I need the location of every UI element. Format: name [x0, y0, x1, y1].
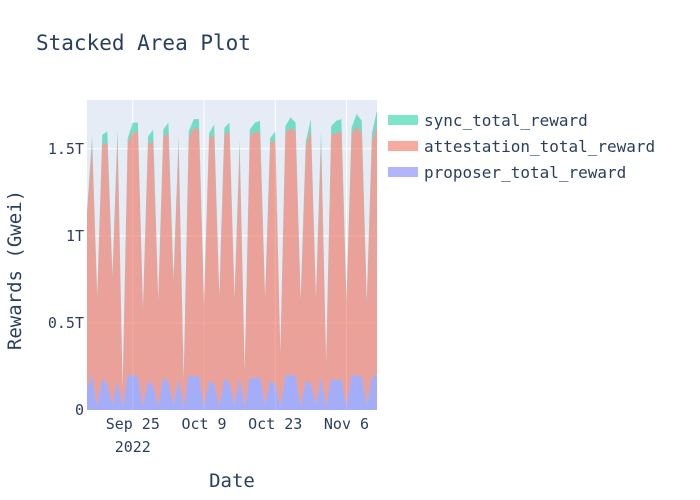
y-tick-label: 1T [66, 227, 84, 245]
x-tick-label: Oct 9 [181, 415, 226, 433]
legend-item-proposer-total-reward[interactable]: proposer_total_reward [388, 163, 626, 182]
y-tick-label: 1.5T [48, 140, 84, 158]
y-axis-ticks: 0 0.5T 1T 1.5T [48, 140, 84, 419]
legend-label: attestation_total_reward [424, 137, 655, 156]
legend-swatch [388, 115, 418, 125]
x-tick-label: Oct 23 [248, 415, 302, 433]
x-tick-label: Sep 25 [106, 415, 160, 433]
chart-title: Stacked Area Plot [36, 31, 251, 55]
y-axis-title: Rewards (Gwei) [4, 190, 26, 350]
legend-label: proposer_total_reward [424, 163, 626, 182]
x-axis-title: Date [209, 470, 255, 492]
x-tick-label: Nov 6 [324, 415, 369, 433]
y-tick-label: 0 [75, 401, 84, 419]
y-tick-label: 0.5T [48, 314, 84, 332]
legend[interactable]: sync_total_reward attestation_total_rewar… [388, 111, 655, 182]
x-axis-ticks: Sep 25 2022 Oct 9 Oct 23 Nov 6 [106, 415, 369, 456]
series-areas [87, 110, 377, 410]
legend-label: sync_total_reward [424, 111, 588, 130]
area-proposer-total-reward [87, 375, 377, 410]
area-attestation-total-reward [87, 124, 377, 407]
legend-item-attestation-total-reward[interactable]: attestation_total_reward [388, 137, 655, 156]
legend-item-sync-total-reward[interactable]: sync_total_reward [388, 111, 588, 130]
legend-swatch [388, 167, 418, 177]
legend-swatch [388, 141, 418, 151]
x-tick-year-label: 2022 [115, 438, 151, 456]
